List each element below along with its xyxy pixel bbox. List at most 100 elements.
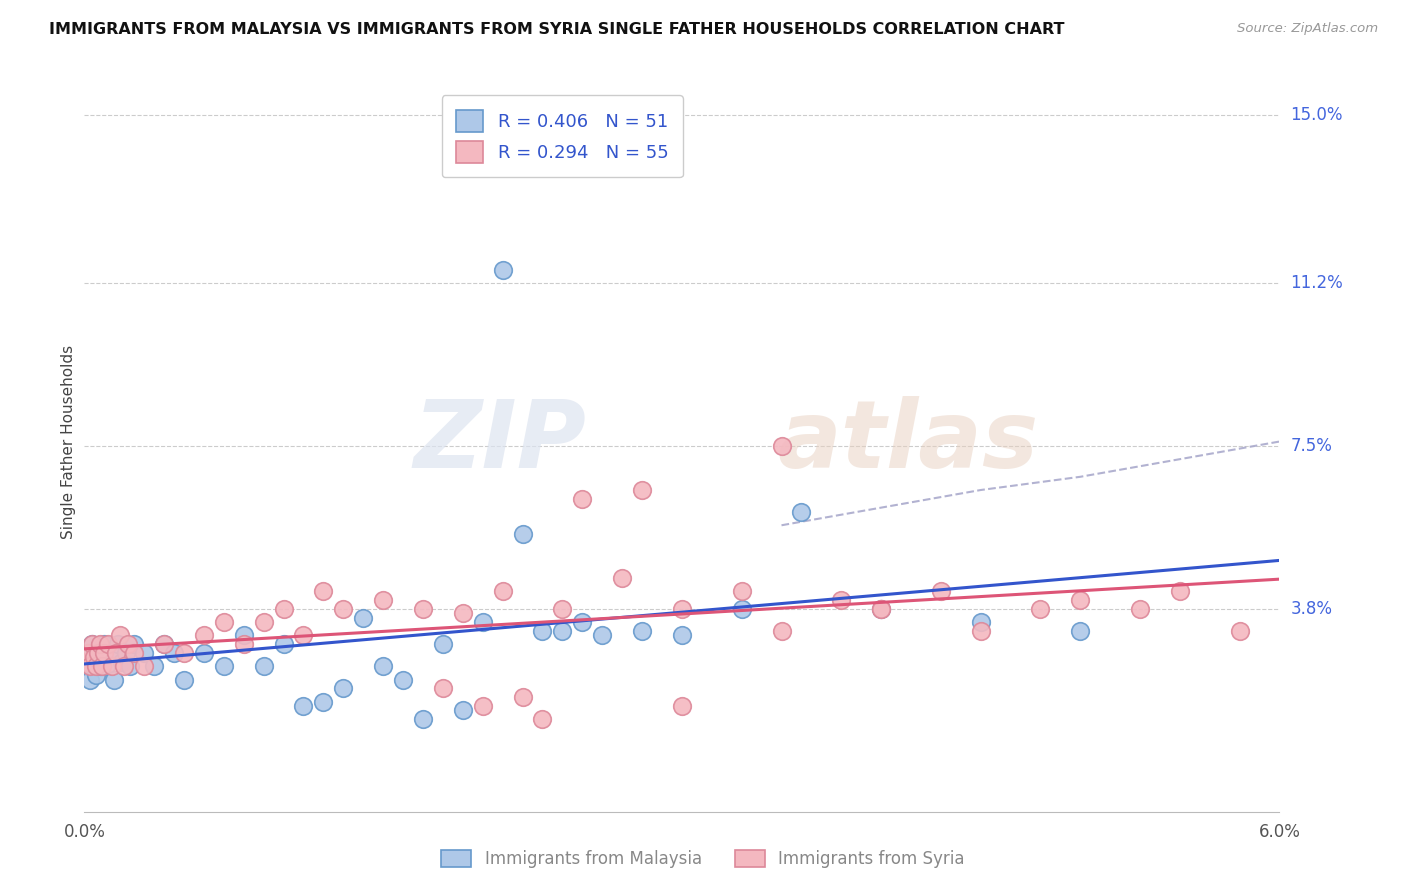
Point (253, 615, 276, 630)
Point (98, 646, 121, 660)
Point (471, 615, 494, 630)
Point (332, 681, 354, 696)
Point (87, 646, 110, 660)
Point (163, 646, 186, 660)
Point (112, 659, 135, 673)
Point (731, 584, 754, 599)
Point (75, 655, 97, 669)
Point (122, 637, 145, 651)
Point (79, 673, 101, 687)
Point (153, 637, 176, 651)
Point (432, 681, 454, 696)
Point (75, 659, 97, 673)
Point (671, 602, 693, 616)
Point (412, 712, 434, 726)
Point (122, 646, 145, 660)
Point (232, 637, 254, 651)
Point (332, 602, 354, 616)
Point (86, 659, 108, 673)
Point (451, 703, 474, 717)
Point (1069, 624, 1091, 638)
Point (212, 615, 235, 630)
Point (373, 659, 395, 673)
Point (89, 659, 111, 673)
Point (1129, 602, 1152, 616)
Point (91, 650, 114, 665)
Point (471, 698, 494, 713)
Point (551, 624, 574, 638)
Point (432, 637, 454, 651)
Point (120, 659, 142, 673)
Point (970, 624, 993, 638)
Point (790, 505, 813, 519)
Point (132, 646, 156, 660)
Legend: Immigrants from Malaysia, Immigrants from Syria: Immigrants from Malaysia, Immigrants fro… (434, 843, 972, 875)
Point (352, 611, 374, 625)
Point (571, 615, 593, 630)
Point (451, 607, 474, 621)
Text: atlas: atlas (778, 395, 1039, 488)
Point (770, 624, 793, 638)
Point (132, 659, 156, 673)
Point (103, 673, 125, 687)
Point (143, 659, 166, 673)
Point (96, 659, 118, 673)
Point (212, 659, 235, 673)
Text: IMMIGRANTS FROM MALAYSIA VS IMMIGRANTS FROM SYRIA SINGLE FATHER HOUSEHOLDS CORRE: IMMIGRANTS FROM MALAYSIA VS IMMIGRANTS F… (49, 22, 1064, 37)
Point (193, 646, 215, 660)
Point (929, 584, 952, 599)
Point (671, 698, 693, 713)
Text: 3.8%: 3.8% (1291, 600, 1333, 618)
Point (82, 637, 104, 651)
Point (870, 602, 893, 616)
Text: Source: ZipAtlas.com: Source: ZipAtlas.com (1237, 22, 1378, 36)
Point (312, 694, 335, 708)
Point (79, 659, 101, 673)
Point (77, 646, 100, 660)
Point (571, 491, 593, 506)
Point (83, 655, 105, 669)
Point (373, 593, 395, 607)
Point (312, 584, 335, 599)
Point (83, 650, 105, 665)
Point (87, 646, 110, 660)
Point (91, 659, 114, 673)
Point (631, 624, 654, 638)
Point (591, 628, 613, 642)
Point (110, 628, 132, 642)
Point (492, 584, 515, 599)
Point (870, 602, 893, 616)
Point (870, 602, 893, 616)
Point (830, 593, 852, 607)
Point (82, 637, 104, 651)
Point (292, 698, 315, 713)
Point (273, 602, 295, 616)
Point (492, 262, 515, 277)
Point (731, 602, 754, 616)
Point (115, 646, 138, 660)
Point (531, 624, 554, 638)
Point (93, 637, 115, 651)
Point (253, 659, 276, 673)
Point (173, 646, 195, 660)
Point (111, 655, 134, 669)
Point (512, 527, 534, 541)
Text: 7.5%: 7.5% (1291, 437, 1333, 455)
Point (551, 602, 574, 616)
Point (531, 712, 554, 726)
Point (412, 602, 434, 616)
Point (671, 628, 693, 642)
Point (101, 659, 124, 673)
Point (1069, 593, 1091, 607)
Point (392, 673, 415, 687)
Text: 11.2%: 11.2% (1291, 274, 1343, 292)
Point (86, 668, 108, 682)
Point (631, 483, 654, 497)
Point (107, 637, 129, 651)
Point (970, 615, 993, 630)
Text: ZIP: ZIP (413, 395, 586, 488)
Point (77, 646, 100, 660)
Point (117, 637, 139, 651)
Point (105, 646, 128, 660)
Legend: R = 0.406   N = 51, R = 0.294   N = 55: R = 0.406 N = 51, R = 0.294 N = 55 (441, 95, 683, 178)
